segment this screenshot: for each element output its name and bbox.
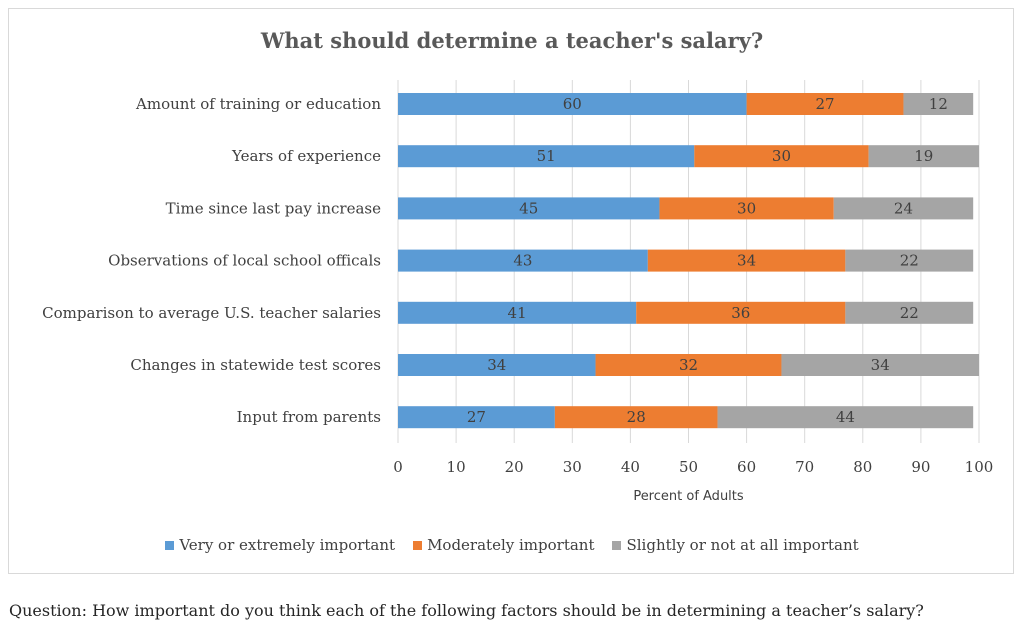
data-label: 30 (772, 147, 791, 165)
x-tick-label: 70 (795, 458, 814, 476)
x-tick-label: 80 (853, 458, 872, 476)
x-tick-label: 90 (911, 458, 930, 476)
data-label: 43 (513, 252, 532, 270)
data-label: 12 (929, 95, 948, 113)
bar-segment (717, 406, 974, 429)
data-label: 36 (731, 304, 750, 322)
bar-segment (398, 93, 747, 115)
data-label: 24 (894, 199, 913, 217)
data-label: 34 (487, 356, 506, 374)
legend-swatch (165, 541, 175, 550)
bar-segment (636, 301, 846, 324)
data-label: 19 (914, 147, 933, 165)
data-label: 34 (871, 356, 890, 374)
x-tick-label: 50 (679, 458, 698, 476)
category-label: Years of experience (231, 147, 381, 165)
data-label: 27 (467, 408, 486, 426)
data-label: 34 (737, 252, 756, 270)
bar-segment (746, 93, 904, 115)
bar-segment (903, 93, 974, 115)
legend-label: Moderately important (427, 536, 595, 554)
chart-title: What should determine a teacher's salary… (260, 28, 764, 53)
bar-segment (845, 301, 974, 324)
x-tick-label: 100 (965, 458, 994, 476)
data-label: 44 (836, 408, 855, 426)
x-tick-label: 20 (505, 458, 524, 476)
bar-segment (694, 145, 869, 168)
legend-item: Slightly or not at all important (612, 536, 859, 554)
legend-swatch (612, 541, 622, 550)
data-label: 45 (519, 199, 538, 217)
bar-segment (845, 249, 974, 272)
data-label: 30 (737, 199, 756, 217)
chart-legend: Very or extremely important Moderately im… (0, 536, 1024, 554)
legend-label: Slightly or not at all important (626, 536, 859, 554)
category-label: Time since last pay increase (166, 199, 381, 217)
data-label: 28 (627, 408, 646, 426)
category-label: Input from parents (237, 408, 381, 426)
data-label: 41 (508, 304, 527, 322)
category-label: Amount of training or education (135, 95, 381, 113)
legend-label: Very or extremely important (179, 536, 396, 554)
question-caption: Question: How important do you think eac… (9, 601, 924, 620)
category-label: Observations of local school officals (108, 252, 381, 270)
bar-segment (659, 197, 834, 220)
legend-swatch (413, 541, 423, 550)
bar-segment (398, 145, 695, 168)
bar-segment (398, 301, 637, 324)
category-label: Changes in statewide test scores (130, 356, 381, 374)
bar-segment (398, 249, 648, 272)
data-label: 51 (537, 147, 556, 165)
data-label: 32 (679, 356, 698, 374)
bar-segment (398, 406, 555, 429)
x-tick-label: 0 (393, 458, 403, 476)
data-label: 60 (563, 95, 582, 113)
bar-segment (398, 197, 660, 220)
bar-segment (398, 354, 596, 376)
x-tick-label: 30 (563, 458, 582, 476)
bar-segment (554, 406, 718, 429)
x-axis-title: Percent of Adults (633, 489, 744, 504)
x-tick-label: 10 (447, 458, 466, 476)
data-label: 22 (900, 252, 919, 270)
category-label: Comparison to average U.S. teacher salar… (42, 304, 381, 322)
data-label: 22 (900, 304, 919, 322)
legend-item: Very or extremely important (165, 536, 395, 554)
x-tick-label: 60 (737, 458, 756, 476)
data-label: 27 (815, 95, 834, 113)
bar-segment (781, 354, 979, 376)
bar-segment (868, 145, 979, 168)
x-tick-label: 40 (621, 458, 640, 476)
bar-segment (833, 197, 974, 220)
bar-segment (647, 249, 846, 272)
legend-item: Moderately important (413, 536, 594, 554)
bar-segment (595, 354, 782, 376)
